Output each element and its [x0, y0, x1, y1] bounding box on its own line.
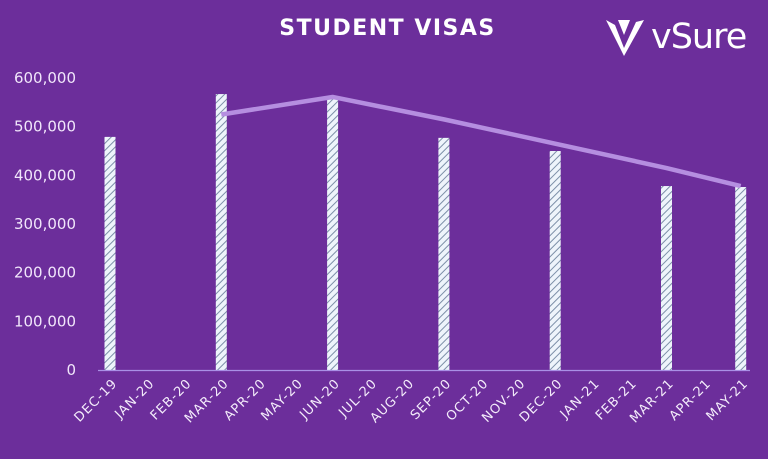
bar-may-21 [735, 187, 747, 370]
x-tick-label: JUN-20 [297, 376, 344, 423]
y-tick-label: 600,000 [14, 69, 76, 87]
bar-sep-20 [438, 137, 450, 370]
y-tick-label: 100,000 [14, 312, 76, 330]
vsure-logo: vSure [603, 14, 747, 60]
bar-mar-20 [215, 94, 227, 370]
y-tick-label: 400,000 [14, 166, 76, 184]
logo-text: vSure [651, 17, 747, 57]
x-axis: DEC-19JAN-20FEB-20MAR-20APR-20MAY-20JUN-… [72, 376, 752, 426]
y-tick-label: 200,000 [14, 264, 76, 282]
bars [104, 94, 747, 370]
y-axis: 0 100,000 200,000 300,000 400,000 500,000 600,… [14, 69, 76, 379]
bar-dec-20 [549, 151, 561, 370]
bar-jun-20 [327, 98, 339, 370]
chart-title: STUDENT VISAS [279, 16, 496, 41]
y-tick-label: 0 [66, 361, 76, 379]
vsure-v-mark-icon [606, 20, 644, 56]
trend-line [220, 94, 742, 189]
y-tick-label: 500,000 [14, 118, 76, 136]
bar-dec-19 [104, 136, 116, 370]
y-tick-label: 300,000 [14, 215, 76, 233]
bar-mar-21 [661, 186, 672, 370]
trend-polyline [220, 94, 742, 189]
x-tick-label: DEC-19 [72, 376, 121, 425]
